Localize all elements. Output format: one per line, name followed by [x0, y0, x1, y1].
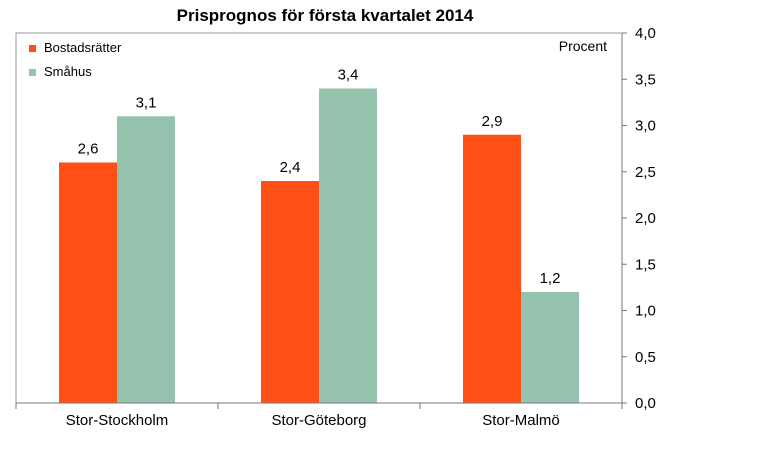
unit-label: Procent — [559, 38, 607, 54]
data-label-2-3: 1,2 — [540, 270, 561, 287]
y-tick-label-3: 1,0 — [635, 303, 656, 320]
chart-title: Prisprognos för första kvartalet 2014 — [176, 6, 474, 25]
y-tick-label-7: 3,0 — [635, 118, 656, 135]
bar-1-3 — [463, 134, 521, 403]
bar-1-2 — [261, 181, 319, 403]
data-label-2-2: 3,4 — [338, 67, 359, 84]
legend-label-2: Småhus — [44, 64, 92, 79]
data-label-1-2: 2,4 — [280, 159, 301, 176]
x-axis: Stor-Stockholm Stor-Göteborg Stor-Malmö — [15, 402, 623, 429]
x-tick-label-1: Stor-Stockholm — [66, 412, 169, 429]
y-tick-label-1: 0,0 — [635, 395, 656, 412]
bar-2-1 — [117, 116, 175, 403]
legend-swatch-1 — [29, 45, 36, 52]
legend: Bostadsrätter Småhus — [29, 40, 122, 79]
x-tick-label-2: Stor-Göteborg — [271, 412, 366, 429]
bar-1-1 — [59, 162, 117, 403]
data-label-1-3: 2,9 — [482, 113, 503, 130]
data-label-2-1: 3,1 — [136, 94, 157, 111]
y-tick-label-9: 4,0 — [635, 25, 656, 42]
legend-label-1: Bostadsrätter — [44, 40, 122, 55]
y-tick-label-8: 3,5 — [635, 71, 656, 88]
y-axis: 0,0 0,5 1,0 1,5 2,0 2,5 3,0 3,5 4,0 — [621, 25, 656, 412]
data-label-1-1: 2,6 — [78, 141, 99, 158]
y-tick-label-2: 0,5 — [635, 349, 656, 366]
y-tick-label-5: 2,0 — [635, 210, 656, 227]
bar-2-2 — [319, 88, 377, 403]
y-tick-label-6: 2,5 — [635, 164, 656, 181]
bar-2-3 — [521, 292, 579, 403]
x-tick-label-3: Stor-Malmö — [482, 412, 560, 429]
y-tick-label-4: 1,5 — [635, 256, 656, 273]
bars — [59, 88, 579, 403]
legend-swatch-2 — [29, 69, 36, 76]
data-labels: 2,6 3,1 2,4 3,4 2,9 1,2 — [78, 67, 561, 288]
